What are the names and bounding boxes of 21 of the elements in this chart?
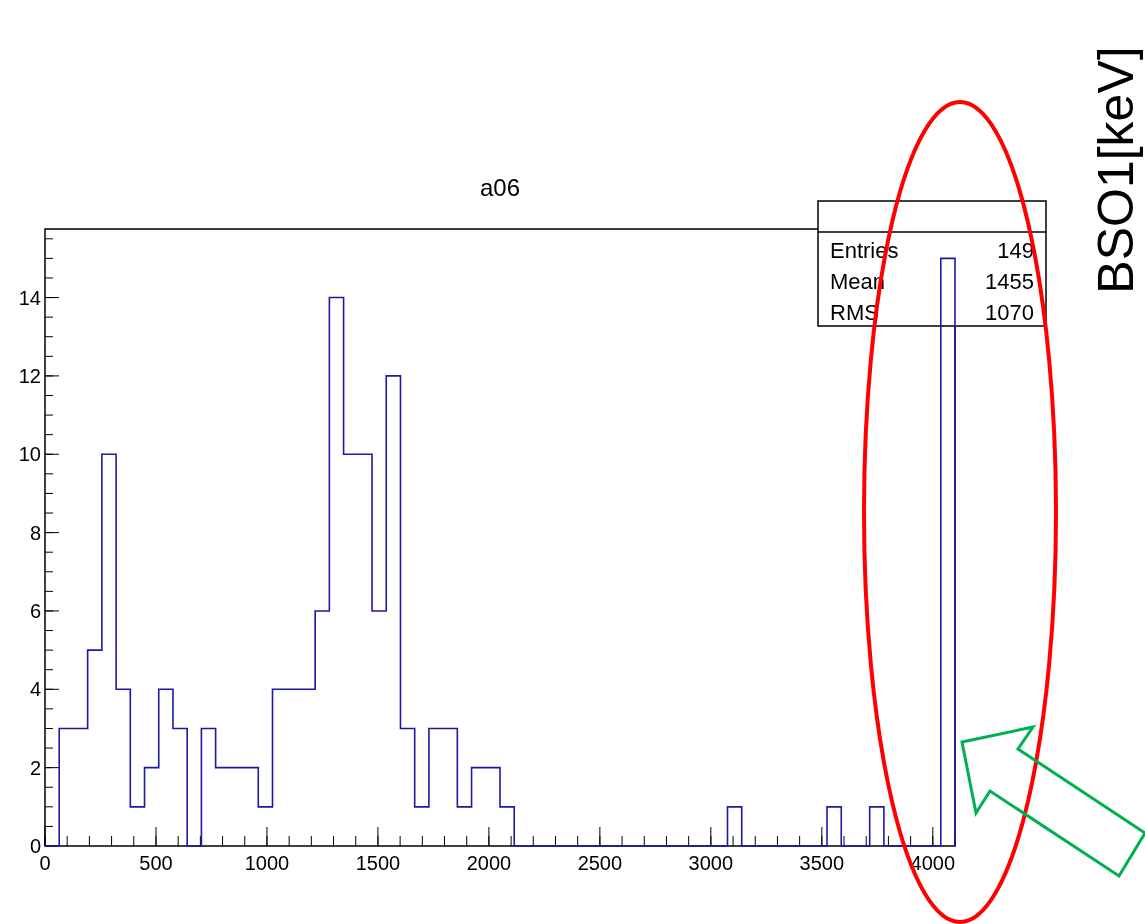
y-tick-label: 4: [29, 678, 41, 701]
x-tick-label: 1000: [244, 852, 290, 874]
y-tick-label: 14: [18, 286, 41, 309]
y-tick-label: 2: [29, 756, 41, 779]
text: 1455: [985, 269, 1034, 294]
y-tick-label: 6: [29, 599, 41, 622]
y-tick-label: 0: [29, 835, 41, 857]
x-tick-label: 3500: [799, 852, 845, 874]
x-tick-label: 3000: [688, 852, 734, 874]
x-tick-label: 4000: [910, 852, 956, 874]
y-tick-label: 8: [29, 521, 41, 544]
x-tick-label: 1500: [355, 852, 401, 874]
x-tick-label: 2500: [577, 852, 623, 874]
text: 149: [997, 238, 1034, 263]
x-tick-label: 500: [139, 852, 173, 874]
y-tick-label: 10: [18, 443, 41, 466]
y-tick-label: 12: [18, 364, 41, 387]
text: 1070: [985, 300, 1034, 325]
x-tick-label: 2000: [466, 852, 512, 874]
text: BSO1[keV]: [1088, 46, 1144, 294]
chart-title: a06: [479, 174, 521, 201]
